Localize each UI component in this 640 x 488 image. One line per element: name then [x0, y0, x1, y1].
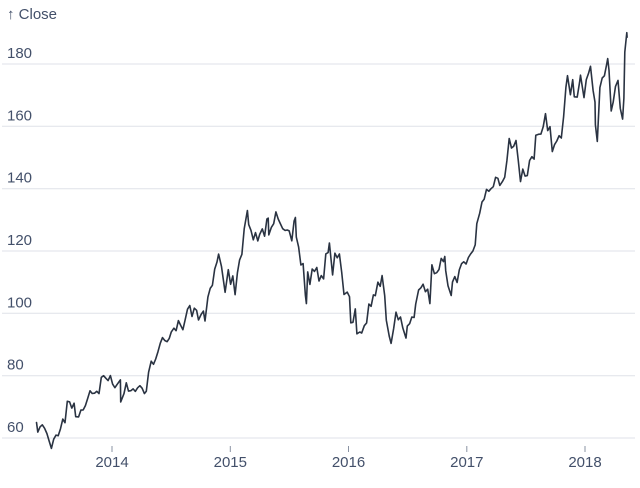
grid-layer: [2, 63, 635, 439]
y-tick-label: 160: [7, 107, 32, 124]
axis-layer: 180 160 140 120 100 80 60 2014 2015 2016 2017 2018: [7, 45, 602, 471]
y-tick-label: 80: [7, 357, 24, 374]
x-tick-label: 2014: [95, 454, 128, 471]
x-tick-label: 2017: [450, 454, 483, 471]
y-tick-label: 120: [7, 232, 32, 249]
y-axis-label: ↑ Close: [7, 6, 57, 23]
x-tick-label: 2018: [568, 454, 601, 471]
x-tick-label: 2016: [332, 454, 365, 471]
x-tick-label: 2015: [214, 454, 247, 471]
close-price-line: [35, 31, 628, 450]
y-tick-label: 180: [7, 45, 32, 62]
series-layer: [35, 31, 628, 450]
y-tick-label: 60: [7, 419, 24, 436]
y-tick-label: 140: [7, 170, 32, 187]
y-tick-label: 100: [7, 294, 32, 311]
